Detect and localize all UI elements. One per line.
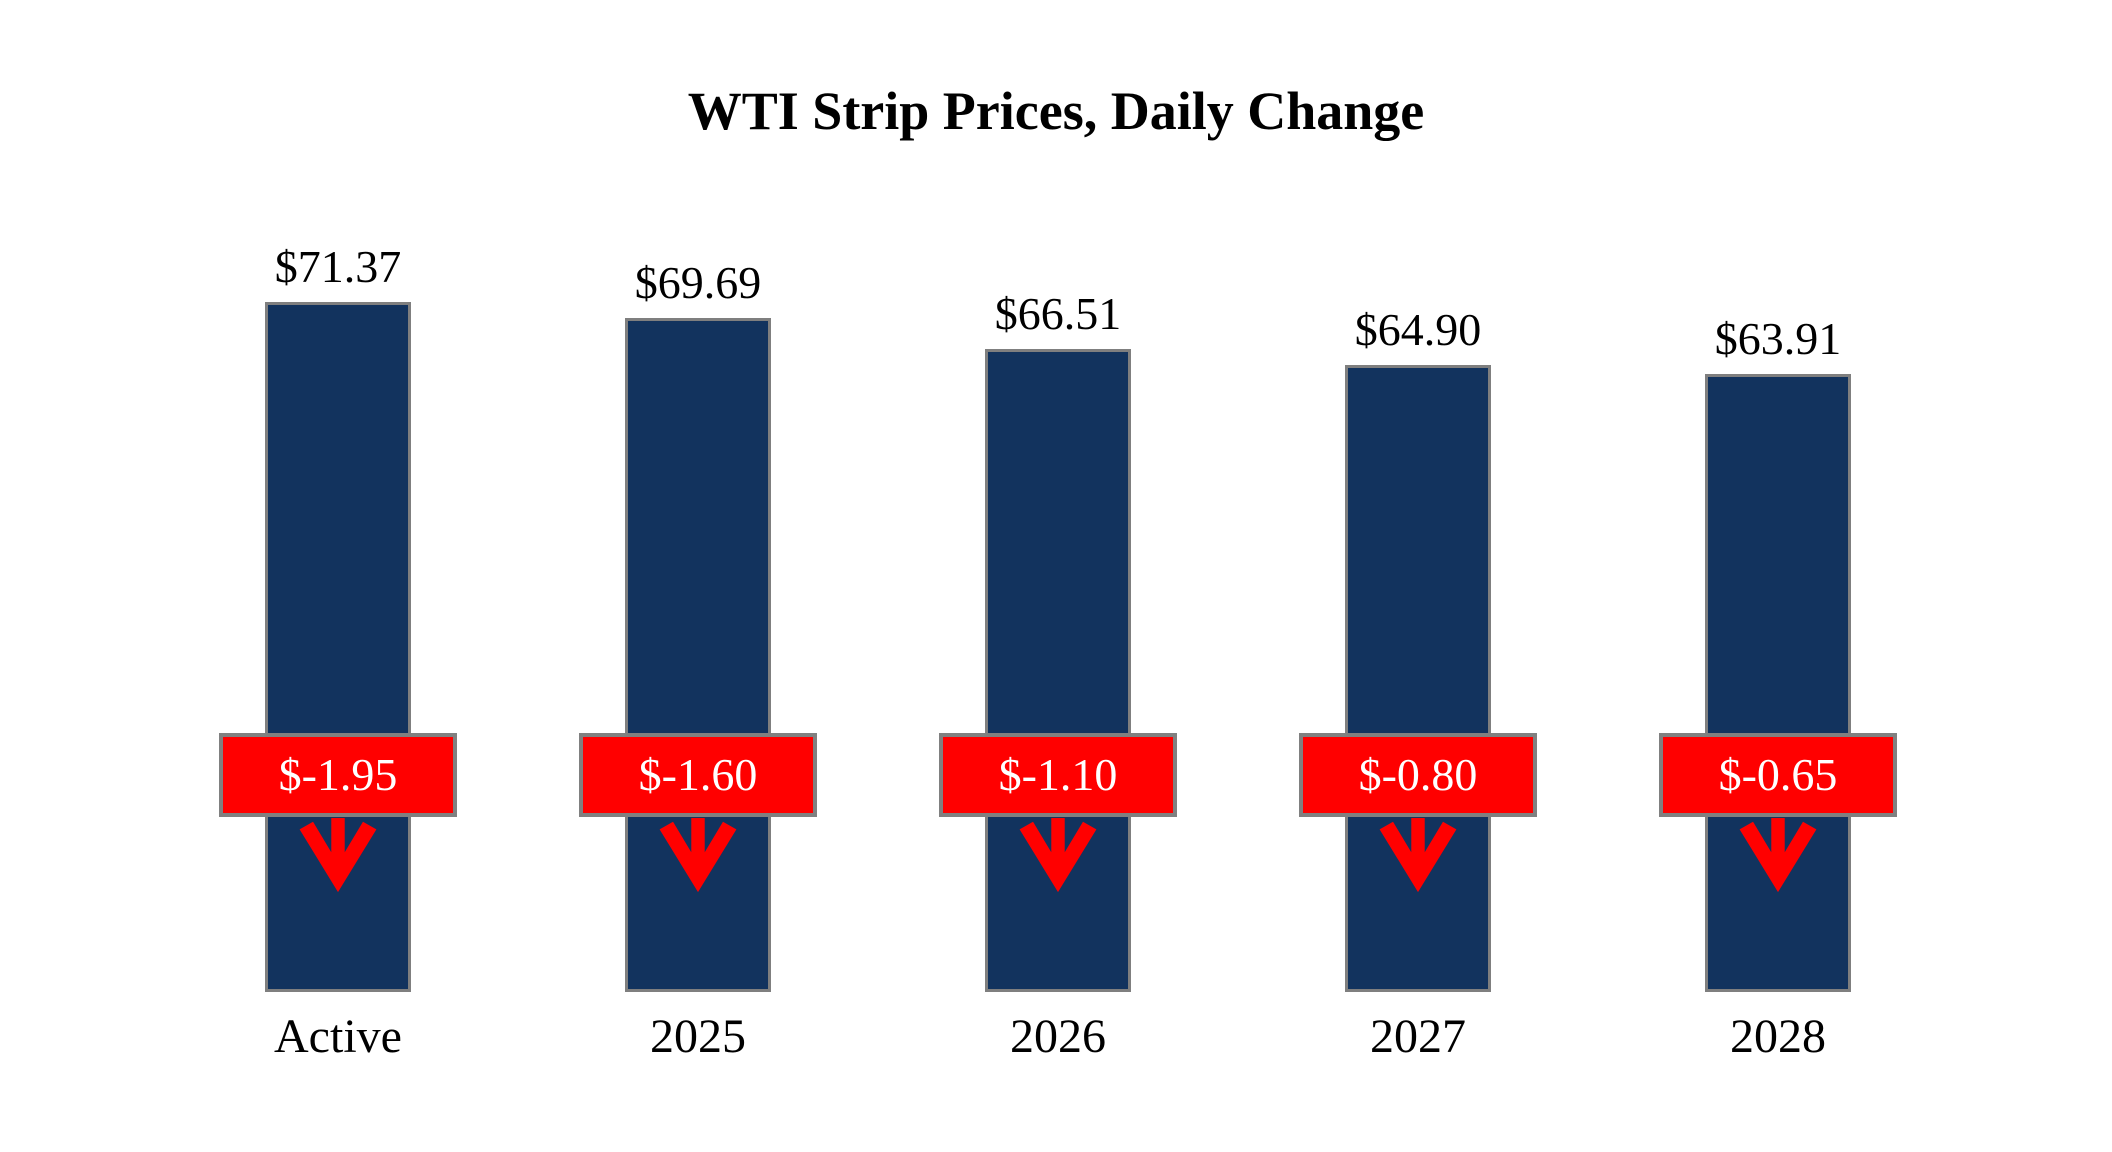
down-arrow-icon [1379,818,1457,893]
bar-column: $63.91 $-0.65 2028 [1598,0,1958,1152]
bar-value-label: $63.91 [1714,313,1842,364]
bar-column: $64.90 $-0.80 2027 [1238,0,1598,1152]
chart-title: WTI Strip Prices, Daily Change [687,81,1425,141]
category-label: Active [274,1010,402,1063]
bar-column: $71.37 $-1.95 Active [158,0,518,1152]
category-label: 2026 [1010,1010,1106,1063]
change-badge: $-0.80 [1299,733,1537,817]
change-badge: $-0.65 [1659,733,1897,817]
change-badge-label: $-1.10 [998,749,1118,800]
down-arrow-icon [1019,818,1097,893]
bar-rect [985,349,1131,992]
change-badge-label: $-0.80 [1358,749,1478,800]
change-badge: $-1.95 [219,733,457,817]
change-badge-label: $-1.95 [278,749,398,800]
bar-column: $66.51 $-1.10 2026 [878,0,1238,1152]
change-badge: $-1.10 [939,733,1177,817]
down-arrow-icon [659,818,737,893]
category-label: 2028 [1730,1010,1826,1063]
down-arrow-icon [1739,818,1817,893]
change-badge-label: $-0.65 [1718,749,1838,800]
change-badge: $-1.60 [579,733,817,817]
bar-rect [1705,374,1851,992]
bar-value-label: $69.69 [634,257,762,308]
bar-rect [1345,365,1491,992]
bar-value-label: $66.51 [994,288,1122,339]
bar-value-label: $64.90 [1354,304,1482,355]
change-badge-label: $-1.60 [638,749,758,800]
bar-value-label: $71.37 [274,241,402,292]
bar-column: $69.69 $-1.60 2025 [518,0,878,1152]
category-label: 2025 [650,1010,746,1063]
category-label: 2027 [1370,1010,1466,1063]
down-arrow-icon [299,818,377,893]
